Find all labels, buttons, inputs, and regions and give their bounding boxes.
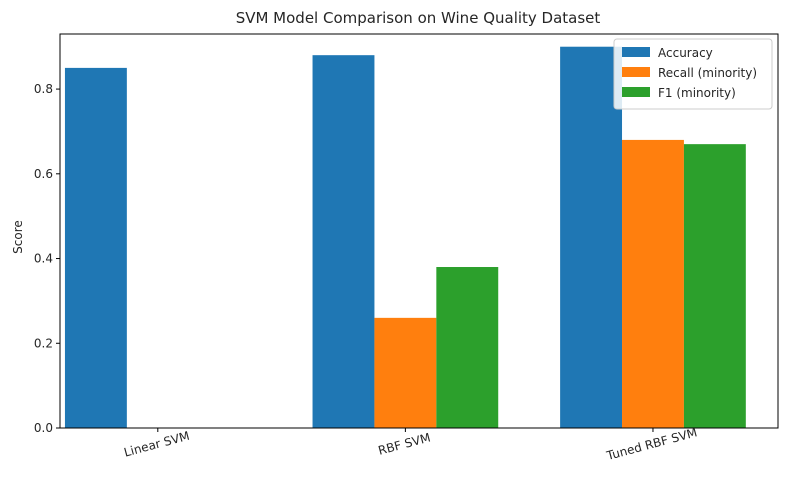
legend: Accuracy Recall (minority) F1 (minority) (613, 38, 773, 110)
bar-recall-minority-rbf-svm (374, 317, 437, 428)
x-tick-label: Tuned RBF SVM (604, 425, 698, 463)
bar-recall-minority-tuned-rbf-svm (622, 139, 684, 428)
plot-frame (59, 33, 779, 429)
legend-box (613, 38, 773, 110)
y-tick-label: 0.6 (34, 167, 53, 181)
bar-accuracy-linear-svm (64, 67, 127, 428)
x-tick-label: Linear SVM (122, 429, 191, 460)
bar-f1-minority-rbf-svm (436, 267, 499, 428)
legend-label: Recall (minority) (658, 66, 757, 80)
x-tick-label: RBF SVM (377, 430, 432, 457)
y-tick-label: 0.0 (34, 421, 53, 435)
legend-swatch (622, 47, 650, 57)
y-tick-label: 0.4 (34, 252, 53, 266)
legend-label: Accuracy (658, 46, 713, 60)
axes-layer (59, 33, 779, 429)
bar-accuracy-rbf-svm (312, 55, 375, 429)
legend-swatch (622, 67, 650, 77)
y-axis-label: Score (11, 220, 25, 254)
bars-layer (64, 46, 746, 429)
chart-title: SVM Model Comparison on Wine Quality Dat… (236, 9, 601, 27)
bar-f1-minority-tuned-rbf-svm (683, 144, 746, 428)
legend-label: F1 (minority) (658, 86, 736, 100)
y-tick-label: 0.8 (34, 82, 53, 96)
bar-accuracy-tuned-rbf-svm (560, 46, 623, 429)
legend-swatch (622, 87, 650, 97)
y-tick-label: 0.2 (34, 336, 53, 350)
